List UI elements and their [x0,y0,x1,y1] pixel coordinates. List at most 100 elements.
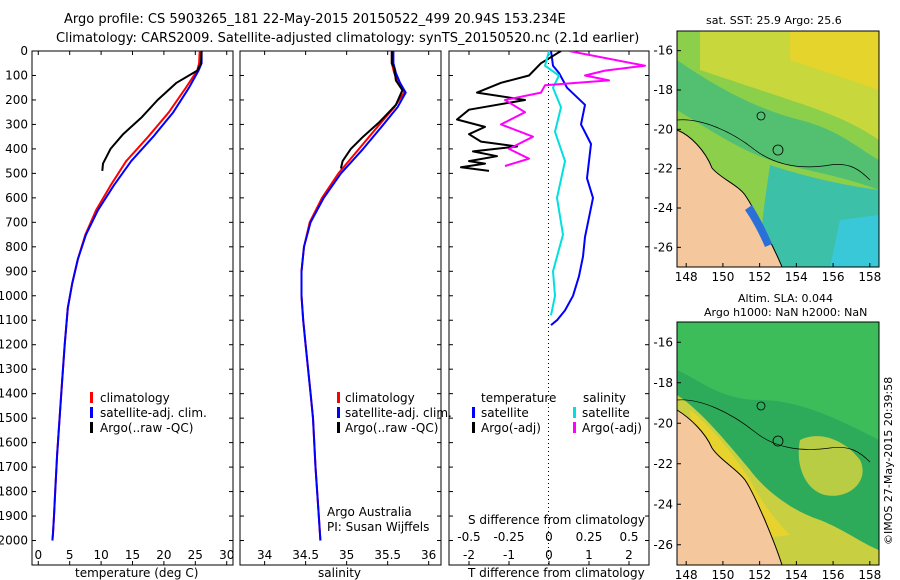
map-lon-label: 152 [748,270,771,284]
x-tick-label: 20 [156,548,171,562]
x-tick-label: -1 [503,548,515,562]
s-difference-tick-label: -0.25 [493,530,524,544]
s-difference-top-axis: -0.5 -0.25 0 0.25 0.5 [457,530,638,544]
sst-shelf-contour [676,119,871,181]
map-lat-label: -22 [653,457,673,471]
legend-label-satellite-adj: satellite-adj. clim. [345,406,452,420]
depth-axis: 0 100 200 300 400 500 600 700 800 900 1000 1100 1200… [0,44,649,548]
depth-tick-label: 0 [20,44,28,58]
sla-lighter-green [677,322,879,440]
legend-swatch-argo [90,422,93,433]
map-lon-label: 152 [748,568,771,580]
map-lat-label: -18 [653,376,673,390]
sla-reef-marker [772,435,784,447]
legend-swatch-argo [337,422,340,433]
depth-tick-label: 1000 [0,289,28,303]
sst-map-title: sat. SST: 25.9 Argo: 25.6 [706,14,842,27]
map-lat-label: -16 [653,44,673,58]
map-lon-label: 158 [858,568,881,580]
sst-coastal-cold-strip [745,205,772,247]
salinity-series [300,51,407,541]
temperature-x-axis: 0 5 10 15 20 25 30 [34,51,234,565]
map-lon-label: 150 [711,568,734,580]
salinity-legend: climatology satellite-adj. clim. Argo(..… [337,391,452,435]
s-difference-tick-label: -0.5 [457,530,480,544]
depth-tick-label: 1100 [0,313,28,327]
difference-series [456,51,646,326]
legend-swatch-s-argo [573,422,576,433]
sst-map-frame [676,30,880,268]
depth-tick-label: 700 [5,215,28,229]
temperature-axis-label: temperature (deg C) [75,566,198,580]
map-lon-label: 148 [675,568,698,580]
institution-label: Argo Australia [327,505,412,519]
map-lat-label: -20 [653,416,673,430]
depth-tick-label: 500 [5,166,28,180]
legend-label-s-argo: Argo(-adj) [582,421,642,435]
map-lat-label: -22 [653,162,673,176]
x-tick-label: 30 [219,548,234,562]
x-tick-label: 15 [125,548,140,562]
sst-reef-marker [756,111,766,121]
t-difference-axis-label: T difference from climatology [467,566,645,580]
sst-coldest-region [830,215,879,267]
sla-coastline [676,409,783,566]
sla-map-axes: -16 -18 -20 -22 -24 -26 148 150 152 154 156 158 [653,335,881,580]
salinity-axis-label: salinity [318,566,361,580]
s-difference-tick-label: 0.5 [619,530,638,544]
depth-tick-label: 800 [5,240,28,254]
map-lon-label: 156 [822,270,845,284]
temperature-series [51,51,203,541]
legend-label-argo: Argo(..raw -QC) [345,421,438,435]
map-lon-label: 154 [785,568,808,580]
legend-header-salinity: salinity [583,391,626,405]
depth-tick-label: 1700 [0,460,28,474]
depth-tick-label: 1900 [0,509,28,523]
x-tick-label: 5 [66,548,74,562]
x-tick-label: 34.5 [292,548,319,562]
salinity-x-axis: 34 34.5 35 35.5 36 [257,51,436,565]
map-lat-label: -24 [653,497,673,511]
sla-map-title-2: Argo h1000: NaN h2000: NaN [704,306,867,319]
sst-warm-core [790,31,879,90]
sla-shelf-contour [676,399,871,463]
temperature-legend: climatology satellite-adj. clim. Argo(..… [90,391,207,435]
depth-tick-label: 200 [5,93,28,107]
depth-tick-label: 600 [5,191,28,205]
depth-tick-label: 1200 [0,338,28,352]
depth-tick-label: 100 [5,68,28,82]
legend-swatch-satellite-adj [337,407,340,418]
legend-label-t-satellite: satellite [481,406,529,420]
legend-header-temperature: temperature [481,391,556,405]
x-tick-label: 10 [93,548,108,562]
series-line-salinity-satellite [544,51,566,316]
s-difference-tick-label: 0 [545,530,553,544]
x-tick-label: 25 [188,548,203,562]
map-lat-label: -24 [653,201,673,215]
x-tick-label: 1 [585,548,593,562]
x-tick-label: 36 [421,548,436,562]
legend-label-climatology: climatology [345,391,415,405]
legend-swatch-t-satellite [472,407,475,418]
depth-tick-label: 1500 [0,411,28,425]
map-lat-label: -20 [653,122,673,136]
map-lat-label: -26 [653,240,673,254]
header-line-1: Argo profile: CS 5903265_181 22-May-2015… [64,12,566,27]
depth-tick-label: 1800 [0,485,28,499]
s-difference-tick-label: 0.25 [576,530,603,544]
legend-label-satellite-adj: satellite-adj. clim. [100,406,207,420]
series-line-temperature-satellite [550,51,594,326]
x-tick-label: 34 [257,548,272,562]
series-line-satellite-adj-clim [51,51,203,541]
x-tick-label: 35 [339,548,354,562]
map-lat-label: -18 [653,83,673,97]
legend-swatch-s-satellite [573,407,576,418]
legend-label-s-satellite: satellite [582,406,630,420]
sla-blob [798,436,863,496]
map-lon-label: 156 [822,568,845,580]
map-lon-label: 158 [858,270,881,284]
series-line-argo-raw-qc [339,51,404,169]
x-tick-label: -2 [463,548,475,562]
legend-swatch-climatology [90,392,93,403]
